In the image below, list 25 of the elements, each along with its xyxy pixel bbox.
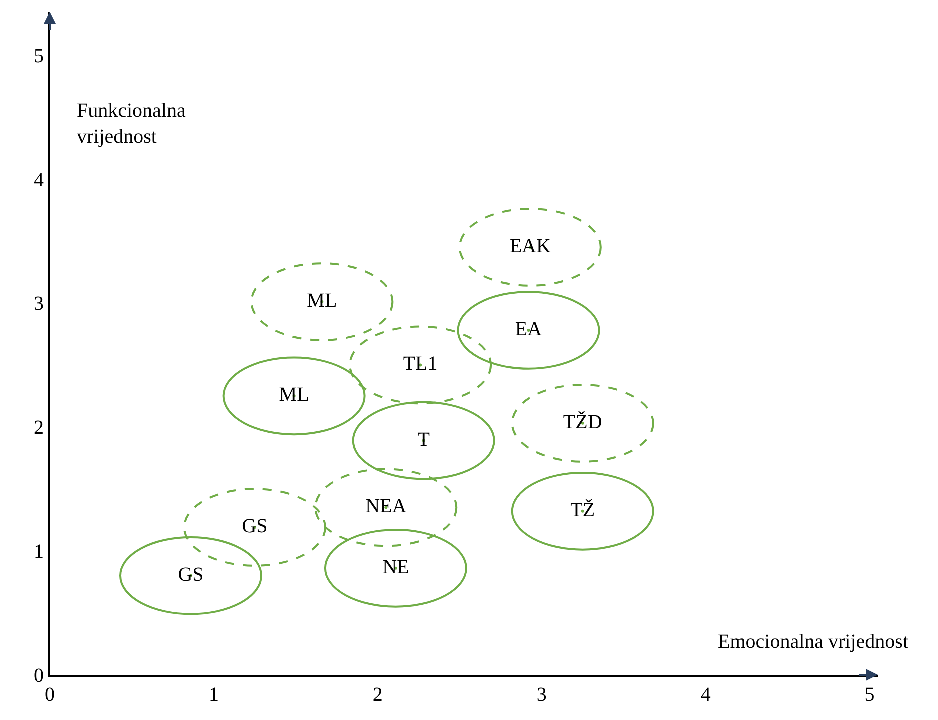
- data-label: GS: [178, 564, 204, 586]
- y-axis-title: Funkcionalna vrijednost: [77, 100, 186, 148]
- x-axis-title: Emocionalna vrijednost: [718, 631, 909, 653]
- y-tick-label: 1: [34, 541, 44, 564]
- data-label: ML: [307, 290, 338, 312]
- x-tick-label: 2: [372, 684, 383, 706]
- data-label: T: [418, 428, 430, 451]
- x-tick-label: 5: [864, 684, 875, 706]
- data-label: NE: [382, 556, 410, 578]
- y-tick-label: 0: [34, 665, 44, 687]
- data-label: GS: [242, 516, 268, 538]
- y-tick-label: 2: [34, 417, 44, 440]
- data-label: NEA: [366, 496, 408, 518]
- data-label: TŽ: [570, 498, 596, 522]
- x-tick-label: 4: [700, 684, 711, 706]
- x-tick-label: 1: [208, 684, 219, 706]
- y-tick-label: 3: [34, 293, 44, 316]
- y-tick-label: 4: [34, 169, 44, 192]
- x-tick-label: 3: [536, 684, 547, 706]
- data-label: EAK: [510, 235, 552, 258]
- data-label: ML: [279, 384, 310, 406]
- y-tick-label: 5: [34, 45, 44, 68]
- data-label: EA: [515, 318, 543, 340]
- data-label: TŽD: [563, 410, 602, 434]
- data-label: TL1: [403, 353, 438, 376]
